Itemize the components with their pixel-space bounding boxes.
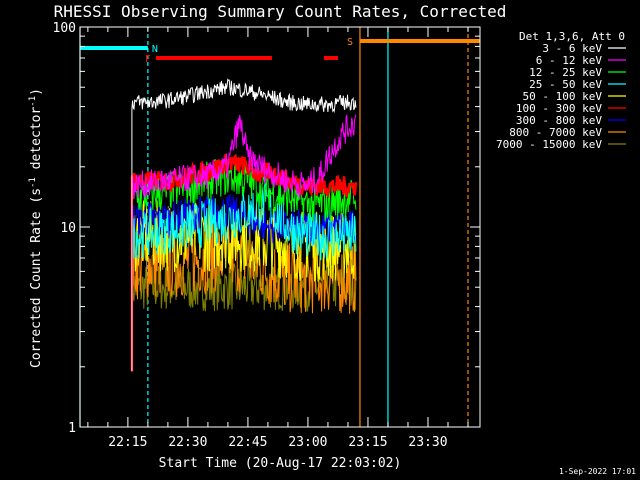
x-axis-label: Start Time (20-Aug-17 22:03:02) (159, 456, 402, 471)
series-line-6 (131, 193, 357, 372)
series-line-3 (131, 182, 357, 372)
y-axis-label: Corrected Count Rate (s-1 detector-1) (28, 88, 44, 368)
legend-title: Det 1,3,6, Att 0 (519, 30, 625, 43)
legend-label-8: 7000 - 15000 keV (496, 138, 602, 151)
legend-label-4: 50 - 100 keV (523, 90, 603, 103)
y-tick-label-2: 100 (53, 21, 76, 36)
legend-label-1: 6 - 12 keV (536, 54, 603, 67)
legend-label-3: 25 - 50 keV (529, 78, 602, 91)
legend-label-7: 800 - 7000 keV (509, 126, 602, 139)
chart-title: RHESSI Observing Summary Count Rates, Co… (54, 2, 507, 21)
legend-label-5: 100 - 300 keV (516, 102, 602, 115)
legend-label-2: 12 - 25 keV (529, 66, 602, 79)
legend-label-0: 3 - 6 keV (542, 42, 602, 55)
y-tick-label-0: 1 (68, 421, 76, 436)
flag-label-1: F (145, 54, 151, 65)
flag-label-0: N (152, 44, 158, 55)
x-tick-label-2: 22:45 (228, 435, 267, 450)
x-tick-label-0: 22:15 (108, 435, 147, 450)
x-tick-label-3: 23:00 (288, 435, 327, 450)
series-line-1 (131, 114, 357, 372)
footer-date: 1-Sep-2022 17:01 (559, 467, 636, 476)
legend-label-6: 300 - 800 keV (516, 114, 602, 127)
flag-label-3: S (347, 37, 353, 48)
y-tick-label-1: 10 (60, 221, 76, 236)
x-tick-label-4: 23:15 (348, 435, 387, 450)
x-tick-label-1: 22:30 (168, 435, 207, 450)
series-line-0 (131, 78, 357, 372)
x-tick-label-5: 23:30 (408, 435, 447, 450)
